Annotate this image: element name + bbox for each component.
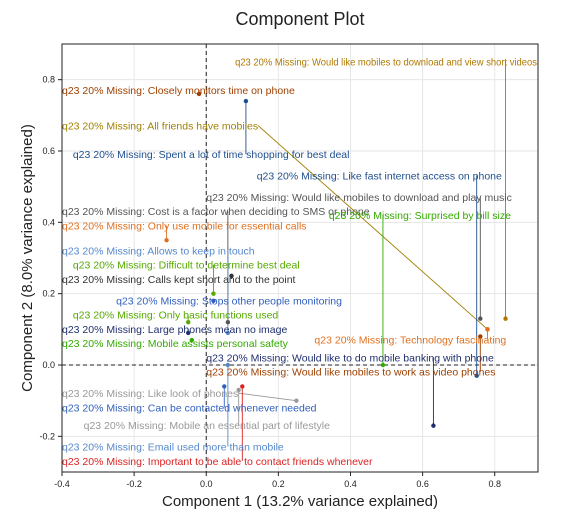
data-point: [478, 316, 483, 321]
data-point: [243, 98, 249, 104]
point-label: q23 20% Missing: Like look of phones: [62, 388, 238, 400]
x-tick-label: 0.8: [488, 479, 501, 489]
point-label: q23 20% Missing: Mobile an essential par…: [84, 420, 330, 432]
point-label: q23 20% Missing: Email used more than mo…: [62, 442, 284, 454]
point-label: q23 20% Missing: Would like mobiles to d…: [235, 56, 537, 68]
x-tick-label: 0.0: [200, 479, 213, 489]
data-point: [211, 298, 216, 303]
data-point: [186, 320, 191, 325]
data-point: [225, 362, 231, 368]
leader-line: [257, 125, 488, 330]
x-axis-ticks: -0.4 -0.2 0.0 0.2 0.4 0.6 0.8: [54, 472, 501, 489]
plot-frame: [61, 43, 539, 473]
data-point: [380, 362, 386, 368]
leader-line: [238, 392, 297, 402]
point-label: q23 20% Missing: Allows to keep in touch: [62, 245, 255, 257]
point-label: q23 20% Missing: Cost is a factor when d…: [62, 206, 370, 218]
point-labels: q23 20% Missing: Would like mobiles to d…: [62, 56, 537, 467]
point-label: q23 20% Missing: Only use mobile for ess…: [62, 220, 307, 232]
data-point: [164, 237, 169, 243]
data-point: [196, 91, 202, 97]
data-point: [225, 320, 231, 325]
y-tick-label: -0.2: [39, 431, 55, 441]
label-leader-lines: [166, 61, 506, 461]
y-axis-title: Component 2 (8.0% variance explained): [19, 124, 36, 392]
y-tick-label: 0.6: [42, 146, 55, 156]
x-tick-label: 0.6: [416, 479, 429, 489]
data-point: [474, 373, 479, 378]
y-axis-ticks: -0.2 0.0 0.2 0.4 0.6 0.8: [39, 75, 62, 441]
point-label: q23 20% Missing: Only basic functions us…: [73, 310, 279, 322]
data-point: [229, 273, 234, 279]
data-point: [186, 330, 191, 336]
x-tick-label: -0.4: [54, 479, 70, 489]
point-label: q23 20% Missing: Spent a lot of time sho…: [73, 149, 350, 161]
point-label: q23 20% Missing: All friends have mobile…: [62, 121, 258, 133]
point-label: q23 20% Missing: Calls kept short and to…: [62, 274, 296, 286]
x-axis-title: Component 1 (13.2% variance explained): [162, 493, 438, 510]
y-tick-label: 0.0: [42, 360, 55, 370]
point-label: q23 20% Missing: Closely monitors time o…: [62, 85, 295, 97]
x-tick-label: -0.2: [126, 479, 142, 489]
data-point: [211, 291, 216, 296]
x-tick-label: 0.4: [344, 479, 357, 489]
data-point: [189, 337, 195, 343]
data-points: [164, 91, 508, 428]
data-point: [236, 387, 241, 393]
point-label: q23 20% Missing: Difficult to determine …: [73, 260, 300, 272]
data-point: [503, 316, 508, 321]
x-tick-label: 0.2: [272, 479, 285, 489]
point-label: q23 20% Missing: Stops other people moni…: [116, 295, 342, 307]
point-label: q23 20% Missing: Large phones mean no im…: [62, 324, 287, 336]
point-label: q23 20% Missing: Would like mobiles to w…: [206, 367, 495, 379]
y-tick-label: 0.4: [42, 217, 55, 227]
y-tick-label: 0.2: [42, 289, 55, 299]
data-point: [240, 384, 245, 389]
data-point: [431, 423, 436, 428]
chart-title: Component Plot: [235, 9, 364, 29]
point-label: q23 20% Missing: Like fast internet acce…: [257, 171, 502, 183]
point-label: q23 20% Missing: Would like to do mobile…: [206, 352, 494, 364]
point-label: q23 20% Missing: Mobile assists personal…: [62, 338, 289, 350]
point-label: q23 20% Missing: Would like mobiles to d…: [206, 192, 512, 204]
data-point: [222, 384, 227, 389]
zero-reference-lines: [62, 44, 538, 472]
data-point: [225, 330, 231, 336]
point-label: q23 20% Missing: Can be contacted whenev…: [62, 402, 317, 414]
point-label: q23 20% Missing: Surprised by bill size: [329, 210, 511, 222]
data-point: [478, 334, 483, 339]
data-point: [294, 398, 299, 403]
data-point: [485, 327, 490, 332]
point-label: q23 20% Missing: Important to be able to…: [62, 456, 373, 468]
point-label: q23 20% Missing: Technology fascinating: [314, 335, 506, 347]
y-tick-label: 0.8: [42, 75, 55, 85]
